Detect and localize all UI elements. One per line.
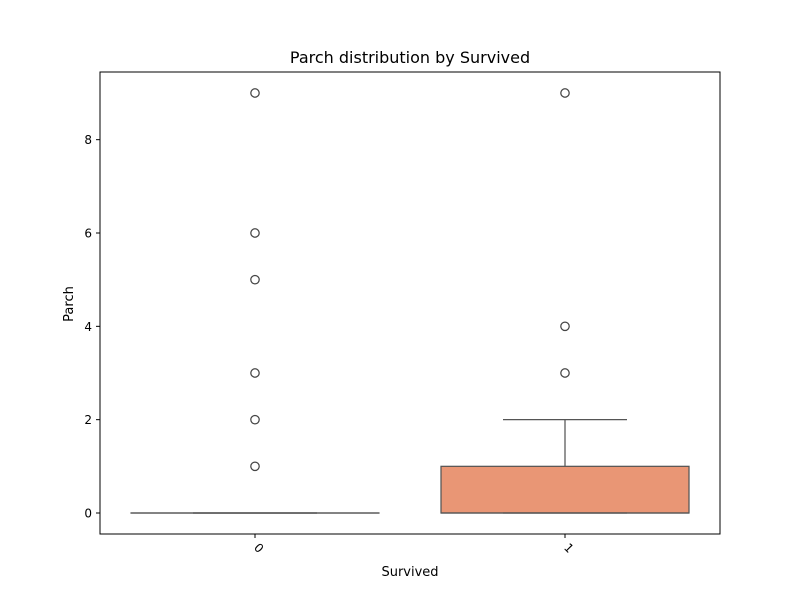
outlier-point (250, 461, 260, 472)
y-tick-label: 4 (84, 320, 92, 334)
y-axis: 0 2 4 6 8 (84, 133, 100, 521)
x-tick-label: 1 (561, 541, 576, 556)
outlier-point (250, 274, 260, 285)
outlier-point (560, 321, 570, 332)
y-axis-label: Parch (62, 286, 77, 322)
outlier-point (250, 414, 260, 425)
x-tick-label: 0 (251, 541, 266, 556)
outlier-point (250, 88, 260, 98)
y-tick-label: 8 (84, 133, 92, 147)
outlier-point (560, 368, 570, 378)
outlier-point (560, 88, 570, 98)
outlier-point (250, 228, 260, 238)
plot-frame (99, 71, 721, 535)
box-1 (440, 465, 690, 514)
y-tick-label: 2 (84, 413, 92, 427)
y-tick-label: 0 (84, 507, 92, 521)
chart-title: Parch distribution by Survived (290, 48, 530, 67)
box-group-1 (440, 88, 690, 514)
outlier-point (250, 368, 260, 378)
x-axis-label: Survived (381, 565, 438, 580)
y-tick-label: 6 (84, 227, 92, 241)
box-group-0 (130, 88, 380, 514)
plot-area (130, 88, 690, 514)
